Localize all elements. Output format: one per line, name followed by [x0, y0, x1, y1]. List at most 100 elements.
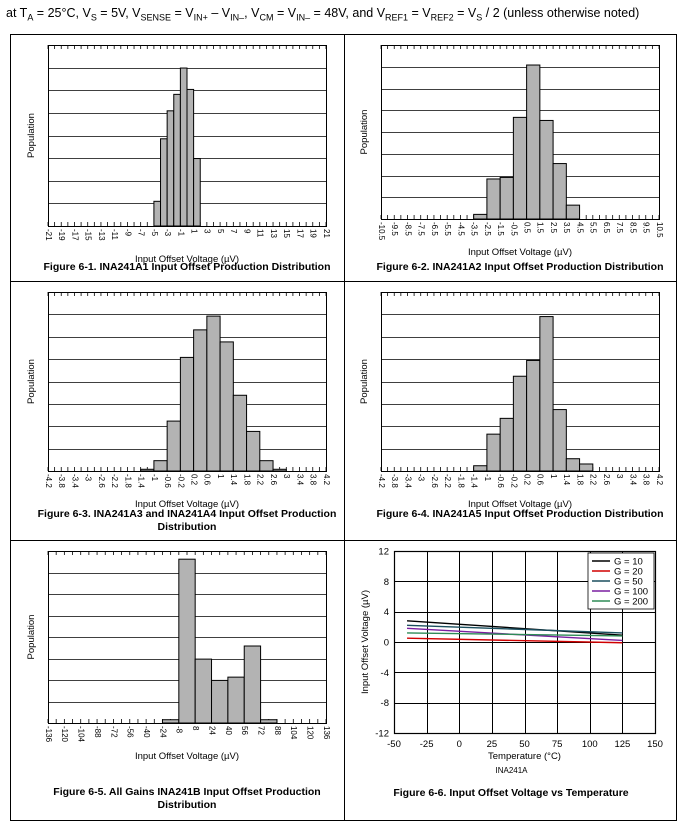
x-tick-label: 3.4 [295, 474, 304, 486]
histogram-bar [499, 176, 514, 220]
histogram-bar [153, 200, 162, 227]
figure-caption: Figure 6-4. INA241A5 Input Offset Produc… [376, 508, 663, 520]
x-tick-label: -24 [158, 726, 167, 738]
legend-label: G = 10 [614, 557, 643, 568]
x-tick-label: -4.2 [377, 474, 386, 488]
x-tick-label: -5.5 [443, 222, 452, 236]
histogram-bar [539, 316, 554, 472]
histogram-panel-5: -136 -120 -104 -88 -72 -56 -40 -24 -8 8 24 40 56 72 88… [26, 551, 331, 811]
histogram-panel-4: -4.2 -3.8 -3.4 -3 -2.6 -2.2 -1.8 -1.4 -1 -0.6 -0.2… [359, 292, 664, 520]
x-axis-label: Input Offset Voltage (µV) [135, 254, 239, 265]
x-tick-label: -5 [150, 229, 159, 237]
x-tick-label: 72 [256, 726, 265, 735]
x-tick-label: 56 [240, 726, 249, 735]
histogram-bar [260, 719, 278, 724]
x-tick-label: 9 [242, 229, 251, 234]
header-note: (unless otherwise noted) [503, 6, 640, 20]
x-tick-label: 13 [269, 229, 278, 238]
series-line [407, 624, 623, 634]
x-tick-label: 0.5 [523, 222, 532, 234]
histogram-bar [272, 468, 287, 472]
x-tick-label: -104 [77, 726, 86, 743]
histogram-bar [166, 110, 175, 227]
x-tick-label: 0 [457, 739, 462, 750]
x-tick-label: -72 [109, 726, 118, 738]
x-tick-label: 1 [549, 474, 558, 479]
figure-caption: Figure 6-5. All Gains INA241B Input Offs… [53, 786, 320, 798]
x-tick-label: -7 [137, 229, 146, 237]
y-axis-label: Population [26, 615, 37, 660]
series-line [407, 620, 623, 636]
x-tick-label: -136 [44, 726, 53, 743]
x-tick-label: 1 [216, 474, 225, 479]
histogram-bar [473, 465, 488, 472]
x-tick-label: 2.5 [549, 222, 558, 234]
x-tick-label: 2.2 [256, 474, 265, 486]
x-tick-label: 0.6 [536, 474, 545, 486]
x-tick-label: -2.6 [97, 474, 106, 488]
histogram-bar [243, 645, 262, 724]
x-tick-label: 3.5 [562, 222, 571, 234]
x-tick-label: -2.2 [110, 474, 119, 488]
x-tick-label: 8 [191, 726, 200, 731]
x-tick-label: 3.8 [309, 474, 318, 486]
histogram-bar [219, 341, 234, 472]
vs-value: 5V [111, 6, 126, 20]
x-tick-label: 15 [282, 229, 291, 238]
x-tick-label: -1.8 [456, 474, 465, 488]
x-tick-label: -50 [387, 739, 401, 750]
x-tick-label: -4.5 [456, 222, 465, 236]
x-tick-label: 1.5 [536, 222, 545, 234]
legend-label: G = 20 [614, 567, 643, 578]
x-tick-label: -21 [44, 229, 53, 241]
x-tick-label: 9.5 [642, 222, 651, 234]
histogram-bar [186, 88, 195, 227]
ta-value: 25°C [47, 6, 76, 20]
histogram-bar [193, 158, 201, 227]
x-tick-label: 3.4 [628, 474, 637, 486]
x-tick-label: 21 [322, 229, 331, 238]
histogram-bar [552, 409, 567, 472]
x-tick-label: -0.5 [509, 222, 518, 236]
x-tick-label: 3 [203, 229, 212, 234]
histogram-bar [512, 116, 528, 220]
x-tick-label: 1.8 [575, 474, 584, 486]
legend-label: G = 200 [614, 597, 648, 608]
histogram-bar [194, 658, 213, 724]
x-tick-label: -0.6 [163, 474, 172, 488]
y-tick-label: -4 [381, 668, 389, 679]
x-tick-label: 5 [216, 229, 225, 234]
x-tick-label: 1.8 [242, 474, 251, 486]
plot-border [48, 292, 327, 472]
x-tick-label: -3 [84, 474, 93, 482]
x-tick-label: -1.4 [137, 474, 146, 488]
histogram-bar [579, 463, 594, 472]
y-axis-label: Population [26, 113, 37, 158]
x-tick-label: -25 [420, 739, 434, 750]
histogram-bar [161, 719, 180, 724]
figure-caption: Figure 6-1. INA241A1 Input Offset Produc… [43, 261, 330, 273]
figure-caption: Figure 6-3. INA241A3 and INA241A4 Input … [38, 508, 337, 520]
y-axis-label: Population [359, 110, 370, 155]
x-tick-label: -1.5 [496, 222, 505, 236]
x-tick-label: 2.6 [269, 474, 278, 486]
x-tick-label: -8.5 [403, 222, 412, 236]
x-tick-label: 7.5 [615, 222, 624, 234]
x-tick-label: 3 [282, 474, 291, 479]
x-tick-label: -4.2 [44, 474, 53, 488]
x-tick-label: -19 [57, 229, 66, 241]
x-tick-label: 150 [647, 739, 663, 750]
x-tick-label: -3.4 [403, 474, 412, 488]
histogram-bar [178, 558, 196, 724]
series-line [407, 637, 623, 644]
x-tick-label: 4.2 [655, 474, 664, 486]
x-tick-label: -11 [110, 229, 119, 241]
histogram-bar [565, 458, 581, 472]
x-tick-label: -9 [123, 229, 132, 237]
figure-caption-line-2: Distribution [158, 799, 217, 811]
outer-frame [10, 34, 677, 821]
x-tick-label: 1.4 [562, 474, 571, 486]
histogram-bar [526, 64, 541, 220]
histogram-bar [486, 178, 501, 220]
x-tick-label: -120 [60, 726, 69, 743]
